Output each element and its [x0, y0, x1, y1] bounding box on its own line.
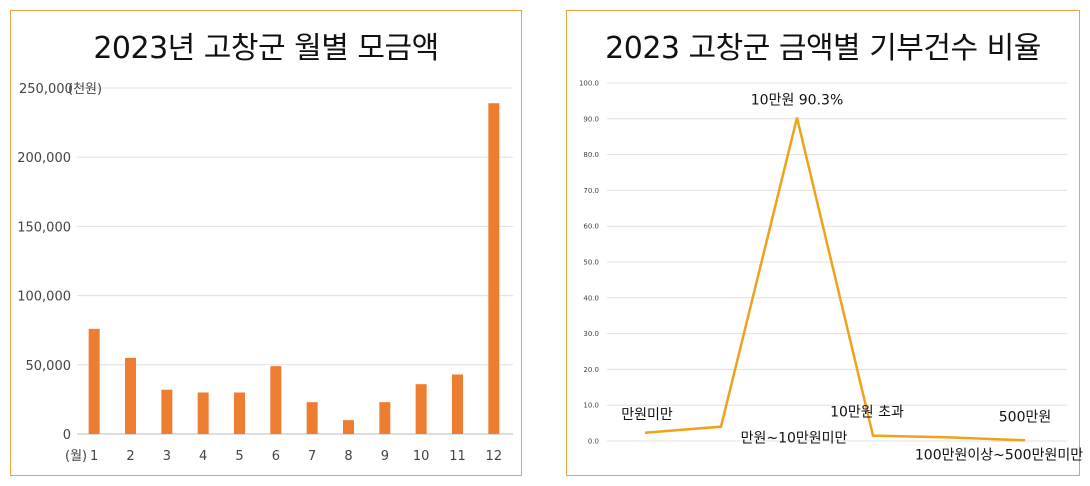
data-label: 10만원 90.3% — [751, 93, 844, 109]
x-tick-label: 10 — [413, 449, 430, 464]
y-tick-label: 0.0 — [588, 438, 599, 446]
bar — [306, 402, 318, 434]
bar — [88, 328, 100, 434]
chart-title: 2023 고창군 금액별 기부건수 비율 — [605, 31, 1041, 66]
data-label: 10만원 초과 — [830, 405, 904, 421]
y-tick-label: 0 — [63, 428, 71, 443]
data-label: 만원미만 — [621, 407, 673, 423]
x-tick-label: 5 — [235, 449, 243, 464]
y-tick-label: 150,000 — [17, 220, 71, 235]
bar — [488, 103, 500, 434]
y-tick-label: 60.0 — [583, 223, 599, 231]
y-tick-label: 20.0 — [583, 366, 599, 374]
bar — [379, 402, 391, 434]
x-tick-label: 2 — [126, 449, 134, 464]
x-tick-label: 1 — [90, 449, 98, 464]
x-tick-label: 3 — [163, 449, 171, 464]
bar-chart: 0 50,000 100,000 150,000 200,000 250,000(천원) 1… — [17, 82, 513, 464]
y-tick-label: 50,000 — [26, 359, 72, 374]
data-label: 100만원이상~500만원미만 — [915, 447, 1083, 463]
bar — [270, 366, 282, 434]
x-tick-label: 9 — [381, 449, 389, 464]
y-tick-label: 40.0 — [583, 294, 599, 302]
bar — [452, 374, 463, 434]
bar — [161, 389, 173, 434]
y-tick-label: 100,000 — [17, 290, 71, 305]
data-label: 만원~10만원미만 — [741, 431, 848, 447]
series-line — [644, 117, 1026, 442]
y-tick-label: 250,000 — [19, 82, 73, 97]
y-tick-label: 80.0 — [583, 151, 599, 159]
x-axis-unit: (월) — [65, 449, 87, 464]
chart-title: 2023년 고창군 월별 모금액 — [93, 31, 439, 66]
x-tick-label: 12 — [486, 449, 503, 464]
x-tick-label: 6 — [272, 449, 280, 464]
x-tick-label: 7 — [308, 449, 316, 464]
y-tick-label: 70.0 — [583, 187, 599, 195]
y-tick-label: 90.0 — [583, 115, 599, 123]
y-tick-label: 10.0 — [583, 402, 599, 410]
monthly-donation-chart-panel: 2023년 고창군 월별 모금액 0 50,000 100,000 150,000 20… — [10, 10, 522, 476]
bar — [234, 392, 245, 434]
y-tick-label: 200,000 — [17, 151, 71, 166]
data-label: 500만원 — [999, 409, 1051, 425]
line-chart: 0.0 10.0 20.0 30.0 40.0 50.0 60.0 70.0 80.0 90.0 1… — [579, 80, 1083, 464]
y-axis-unit: (천원) — [68, 82, 102, 97]
y-tick-label: 50.0 — [583, 259, 599, 267]
y-tick-label: 100.0 — [579, 80, 599, 88]
bar — [197, 392, 209, 434]
bar — [343, 420, 354, 434]
bar — [125, 357, 136, 434]
x-tick-label: 8 — [344, 449, 352, 464]
x-tick-label: 4 — [199, 449, 207, 464]
y-tick-label: 30.0 — [583, 330, 599, 338]
x-tick-label: 11 — [449, 449, 466, 464]
donation-ratio-chart-panel: 2023 고창군 금액별 기부건수 비율 0.0 10.0 20.0 30.0 40.0… — [566, 10, 1083, 476]
bar — [415, 384, 427, 434]
